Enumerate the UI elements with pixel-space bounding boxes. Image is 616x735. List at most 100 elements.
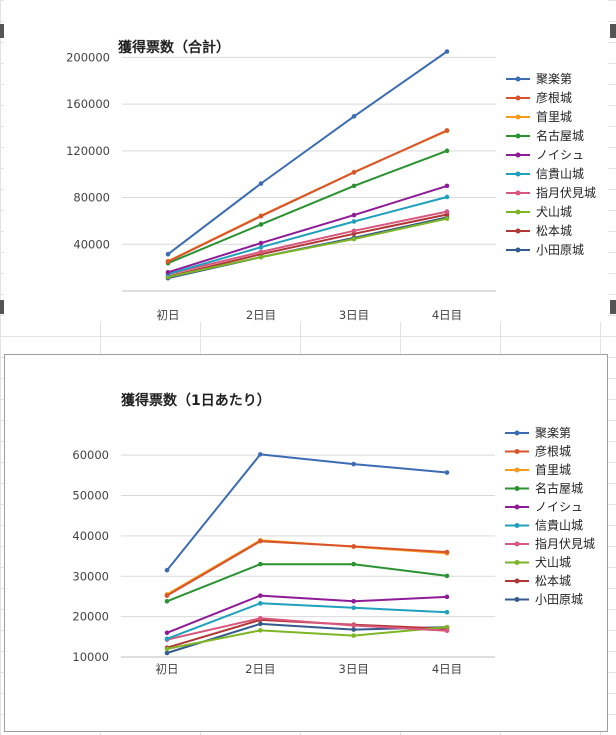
- data-point: [258, 249, 264, 255]
- legend-label: 指月伏見城: [535, 536, 595, 551]
- data-point: [351, 544, 356, 549]
- y-tick-label: 40000: [73, 237, 110, 251]
- legend-label: 彦根城: [535, 444, 571, 459]
- data-point: [164, 567, 170, 573]
- sheet-edge-marker: [610, 24, 616, 38]
- y-tick-label: 60000: [72, 448, 109, 462]
- legend-marker: [515, 95, 521, 101]
- data-point: [444, 128, 450, 133]
- sheet-edge-marker: [0, 300, 6, 314]
- legend-marker: [515, 76, 521, 82]
- sheet-edge-marker: [610, 300, 616, 314]
- series-line-6: [167, 196, 448, 276]
- data-point: [258, 244, 264, 250]
- data-point: [164, 636, 170, 642]
- chart-total-votes[interactable]: 獲得票数（合計） 40000 80000 120000 160000 200000 初日 2日…: [4, 0, 608, 322]
- data-point: [444, 624, 450, 630]
- data-point: [444, 183, 450, 189]
- y-tick-label: 20000: [72, 610, 109, 624]
- legend-marker: [515, 133, 521, 139]
- y-tick-label: 80000: [73, 191, 110, 205]
- x-tick-label: 2日目: [245, 662, 275, 676]
- series-line-4: [166, 563, 448, 603]
- data-point: [258, 254, 264, 260]
- y-tick-label: 10000: [72, 650, 109, 664]
- series-line-5: [166, 594, 448, 634]
- legend-marker: [514, 560, 520, 565]
- legend-marker: [514, 449, 520, 454]
- legend-label: 名古屋城: [535, 481, 583, 496]
- data-point: [258, 601, 263, 606]
- data-point: [258, 240, 264, 246]
- legend-marker: [514, 486, 520, 491]
- data-point: [351, 461, 356, 467]
- legend-label: 犬山城: [535, 556, 571, 570]
- legend-marker: [514, 430, 520, 436]
- y-tick-label: 200000: [66, 50, 110, 64]
- data-point: [258, 538, 263, 544]
- data-point: [351, 633, 356, 638]
- y-tick-label: 40000: [72, 529, 109, 543]
- legend-label: 聚楽第: [535, 426, 571, 440]
- legend-marker: [514, 578, 520, 584]
- legend-label: 松本城: [536, 224, 572, 238]
- legend-label: 犬山城: [536, 205, 572, 219]
- legend-label: 彦根城: [536, 90, 572, 105]
- series-line-7: [166, 617, 448, 641]
- y-tick-label: 30000: [72, 569, 109, 583]
- data-point: [444, 549, 450, 555]
- data-point: [351, 623, 356, 628]
- series-line-3: [166, 539, 448, 596]
- legend-label: 首里城: [535, 463, 571, 477]
- legend-marker: [515, 247, 521, 253]
- sheet-edge-marker: [0, 24, 6, 38]
- legend-marker: [514, 597, 520, 602]
- data-point: [258, 615, 263, 621]
- data-point: [258, 181, 264, 186]
- chart-title: 獲得票数（合計）: [118, 39, 230, 56]
- data-point: [258, 593, 263, 598]
- data-point: [444, 194, 450, 200]
- data-point: [444, 470, 450, 475]
- legend-marker: [515, 114, 521, 120]
- legend-marker: [515, 209, 521, 215]
- data-point: [258, 628, 263, 633]
- series-line-2: [167, 129, 448, 263]
- data-point: [164, 593, 170, 598]
- data-point: [164, 630, 170, 636]
- y-tick-label: 50000: [72, 489, 109, 503]
- data-point: [351, 605, 356, 611]
- y-tick-label: 120000: [66, 144, 110, 158]
- data-point: [165, 259, 171, 264]
- series-line-1: [166, 453, 448, 571]
- legend-label: 首里城: [536, 110, 572, 124]
- x-tick-label: 4日目: [432, 308, 462, 322]
- legend-marker: [515, 190, 521, 196]
- chart-daily-votes-svg: 獲得票数（1日あたり） 10000 20000 30000 40000 50000 6000…: [72, 392, 595, 676]
- data-point: [351, 170, 357, 175]
- chart-total-votes-svg: 獲得票数（合計） 40000 80000 120000 160000 200000 初日 2日…: [66, 39, 596, 322]
- series-line-8: [167, 217, 448, 278]
- data-point: [258, 621, 263, 627]
- chart-daily-votes[interactable]: 獲得票数（1日あたり） 10000 20000 30000 40000 50000 6000…: [4, 354, 608, 732]
- data-point: [258, 561, 263, 567]
- data-point: [164, 598, 170, 604]
- data-point: [351, 627, 356, 632]
- legend-marker: [515, 171, 521, 177]
- legend-marker: [514, 504, 520, 510]
- data-point: [351, 183, 357, 189]
- legend-label: ノイシュ: [536, 148, 584, 162]
- chart-title: 獲得票数（1日あたり）: [121, 392, 271, 409]
- legend-marker: [515, 152, 521, 158]
- data-point: [164, 650, 170, 656]
- series-line-4: [167, 149, 448, 265]
- data-point: [444, 148, 450, 154]
- x-tick-label: 3日目: [339, 308, 369, 322]
- x-tick-label: 3日目: [339, 662, 369, 676]
- legend-marker: [514, 523, 520, 528]
- x-tick-label: 初日: [157, 308, 180, 322]
- data-point: [444, 49, 450, 54]
- data-point: [165, 270, 171, 275]
- x-tick-label: 2日目: [246, 308, 276, 322]
- legend-label: 指月伏見城: [536, 185, 596, 200]
